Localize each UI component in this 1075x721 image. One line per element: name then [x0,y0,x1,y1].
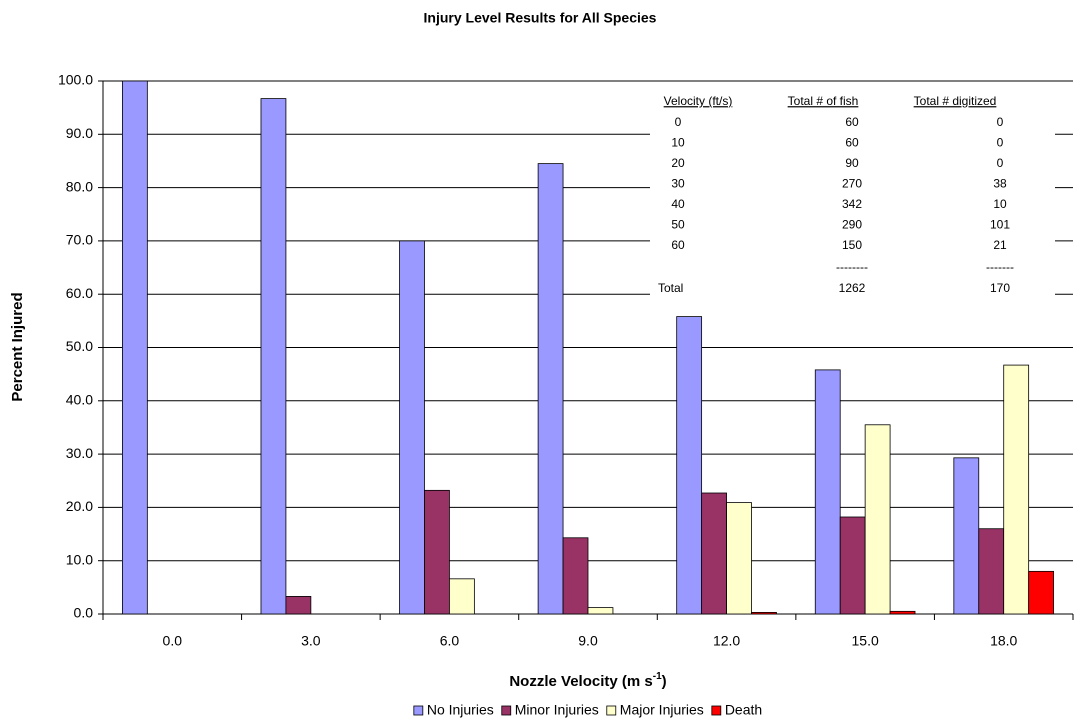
table-background [650,92,1055,302]
table-header: Total # of fish [788,94,859,108]
x-axis-title-text: Nozzle Velocity (m s [509,673,652,690]
legend-swatch [413,705,424,716]
y-tick-label: 10.0 [66,551,93,567]
table-header: Total # digitized [914,94,997,108]
table-cell: 90 [845,156,859,170]
table-cell: 40 [671,197,685,211]
y-axis-title: Percent Injured [9,292,26,401]
table-cell: 60 [671,238,685,252]
legend-label: Major Injuries [620,702,704,718]
bar [676,316,703,615]
x-tick-label: 3.0 [301,633,321,649]
bar [953,457,980,615]
y-tick-label: 100.0 [58,72,93,88]
bar [814,369,841,615]
legend-label: No Injuries [427,702,494,718]
y-tick-label: 40.0 [66,392,93,408]
chart-title: Injury Level Results for All Species [424,10,657,26]
table-cell: 0 [675,115,682,129]
bar [1028,570,1054,615]
bar [449,578,475,615]
bar [424,489,450,615]
y-tick-label: 70.0 [66,232,93,248]
legend-label: Minor Injuries [515,702,599,718]
table-cell: 101 [990,218,1010,232]
table-cell: 342 [842,197,862,211]
x-axis-title-end: ) [662,673,667,690]
table-cell: 20 [671,156,685,170]
bar [726,502,752,615]
legend-swatch [606,705,617,716]
bar [122,80,148,615]
table-cell: 30 [671,177,685,191]
bar [587,607,614,615]
table-cell: 0 [997,136,1004,150]
x-tick-label: 0.0 [163,633,183,649]
bar [285,596,312,615]
y-tick-label: 80.0 [66,178,93,194]
legend-swatch [501,705,512,716]
table-separator: ------- [986,260,1014,274]
x-axis-title: Nozzle Velocity (m s-1) [509,671,666,690]
x-tick-label: 18.0 [990,633,1017,649]
x-axis-title-sup: -1 [653,671,662,682]
bar [889,610,916,615]
x-tick-label: 12.0 [713,633,740,649]
x-tick-label: 9.0 [578,633,598,649]
bar [978,528,1005,615]
table-cell: 290 [842,218,862,232]
y-tick-label: 30.0 [66,445,93,461]
bar [399,240,425,615]
x-tick-label: 15.0 [852,633,879,649]
table-total: Total [658,281,683,295]
table-cell: 50 [671,218,685,232]
table-cell: 60 [845,136,859,150]
table-cell: 60 [845,115,859,129]
bar [562,537,589,615]
bar [839,516,866,615]
legend-label: Death [725,702,762,718]
table-cell: 10 [671,136,685,150]
table-cell: 38 [993,177,1007,191]
bar [701,492,727,615]
table-separator: -------- [836,260,868,274]
bar [537,163,564,615]
table-header: Velocity (ft/s) [664,94,733,108]
y-tick-label: 90.0 [66,125,93,141]
y-tick-label: 0.0 [74,605,94,621]
legend-swatch [711,705,722,716]
y-tick-label: 50.0 [66,338,93,354]
table-cell: 270 [842,177,862,191]
table-total: 1262 [839,281,866,295]
bar [260,98,287,615]
bar [864,424,891,615]
bar [1003,364,1030,615]
x-tick-label: 6.0 [440,633,460,649]
table-cell: 0 [997,115,1004,129]
table-total: 170 [990,281,1010,295]
bar [751,612,777,615]
table-cell: 10 [993,197,1007,211]
y-tick-label: 20.0 [66,498,93,514]
table-cell: 150 [842,238,862,252]
table-cell: 21 [993,238,1007,252]
table-cell: 0 [997,156,1004,170]
y-tick-label: 60.0 [66,285,93,301]
